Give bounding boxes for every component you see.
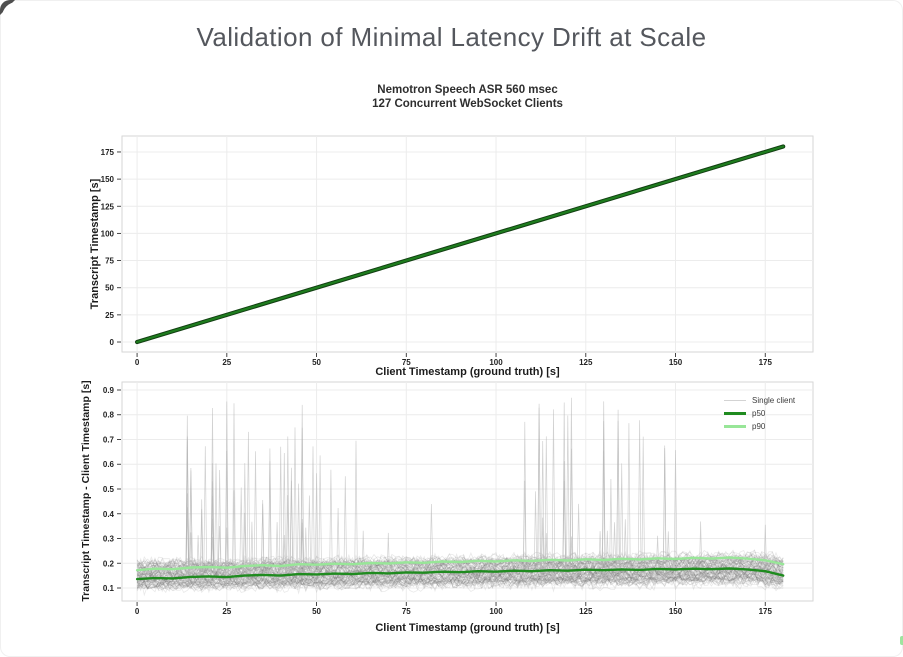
svg-text:50: 50 — [312, 358, 321, 367]
slide-title: Validation of Minimal Latency Drift at S… — [196, 22, 707, 52]
svg-text:125: 125 — [579, 358, 593, 367]
svg-text:175: 175 — [759, 607, 773, 616]
legend-label-p50: p50 — [752, 408, 766, 418]
svg-text:0: 0 — [110, 338, 115, 347]
svg-text:0.6: 0.6 — [103, 460, 115, 469]
bottom-chart-y-axis-label: Transcript Timestamp - Client Timestamp … — [80, 380, 92, 602]
svg-text:0: 0 — [135, 607, 140, 616]
svg-text:150: 150 — [101, 175, 115, 184]
chart-legend: Single client p50 p90 — [724, 395, 795, 431]
svg-text:125: 125 — [101, 202, 115, 211]
svg-text:100: 100 — [101, 229, 115, 238]
svg-text:175: 175 — [759, 358, 773, 367]
legend-item-single-client: Single client — [724, 395, 795, 405]
svg-text:150: 150 — [669, 358, 683, 367]
svg-text:50: 50 — [312, 607, 321, 616]
figure-subtitle-line1: Nemotron Speech ASR 560 msec — [377, 84, 558, 96]
legend-item-p50: p50 — [724, 408, 795, 418]
svg-text:0.3: 0.3 — [103, 535, 115, 544]
top-chart-y-axis-label: Transcript Timestamp [s] — [89, 178, 101, 310]
corner-fold-decoration — [0, 0, 26, 26]
svg-text:100: 100 — [489, 358, 503, 367]
bottom-chart-x-axis-label: Client Timestamp (ground truth) [s] — [375, 622, 560, 634]
svg-text:50: 50 — [105, 284, 114, 293]
svg-text:150: 150 — [669, 607, 683, 616]
top-chart-x-axis-label: Client Timestamp (ground truth) [s] — [375, 366, 560, 378]
svg-text:75: 75 — [402, 607, 411, 616]
svg-text:25: 25 — [222, 358, 231, 367]
svg-text:75: 75 — [105, 257, 114, 266]
svg-text:0.7: 0.7 — [103, 435, 115, 444]
svg-text:25: 25 — [222, 607, 231, 616]
svg-text:0.9: 0.9 — [103, 386, 115, 395]
legend-label-p90: p90 — [752, 421, 766, 431]
edge-accent-decoration — [900, 636, 903, 645]
legend-item-p90: p90 — [724, 421, 795, 431]
legend-label-single-client: Single client — [752, 395, 796, 405]
svg-text:0.5: 0.5 — [103, 485, 115, 494]
svg-text:100: 100 — [489, 607, 503, 616]
single-client-line-swatch — [724, 399, 746, 401]
svg-text:175: 175 — [101, 148, 115, 157]
svg-text:25: 25 — [105, 311, 114, 320]
svg-text:0.8: 0.8 — [103, 411, 115, 420]
p50-line-swatch — [724, 411, 746, 415]
svg-text:0.1: 0.1 — [103, 584, 115, 593]
svg-text:0: 0 — [135, 358, 140, 367]
svg-text:125: 125 — [579, 607, 593, 616]
p90-line-swatch — [724, 424, 746, 428]
svg-text:75: 75 — [402, 358, 411, 367]
svg-text:0.4: 0.4 — [103, 510, 115, 519]
svg-text:0.2: 0.2 — [103, 559, 115, 568]
figure-subtitle-line2: 127 Concurrent WebSocket Clients — [372, 98, 563, 110]
